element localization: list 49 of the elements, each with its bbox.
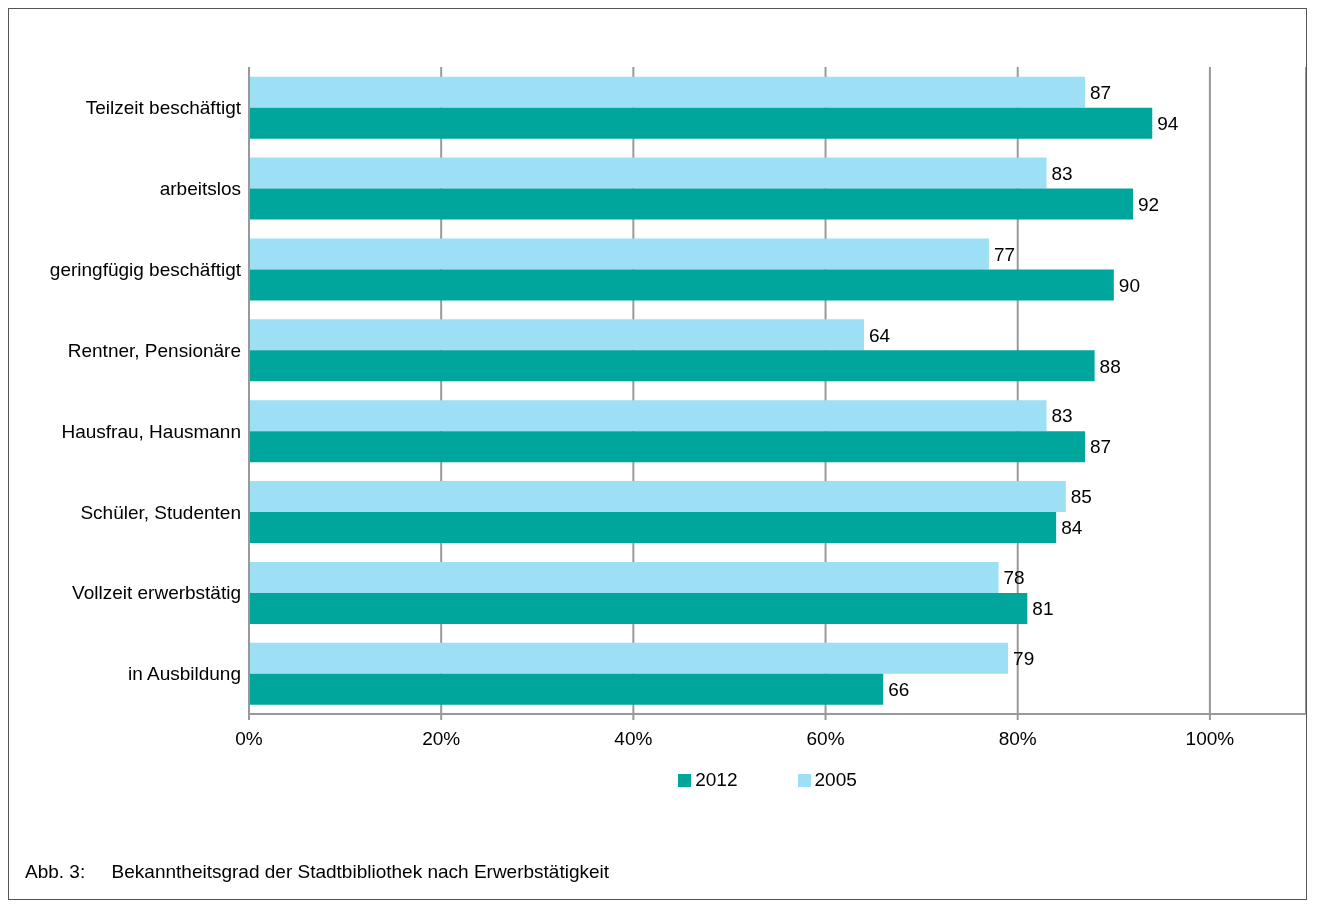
y-tick-label: Rentner, Pensionäre [67, 339, 241, 361]
bar [249, 319, 864, 351]
data-label: 79 [1013, 648, 1035, 670]
bar [249, 481, 1066, 513]
data-label: 88 [1099, 355, 1121, 377]
y-tick-label: in Ausbildung [127, 663, 241, 685]
x-tick-label: 100% [1185, 728, 1235, 750]
y-tick-label: Hausfrau, Hausmann [61, 420, 241, 442]
bar [249, 431, 1085, 463]
data-label: 81 [1032, 598, 1054, 620]
data-label: 64 [868, 324, 891, 346]
bar [249, 561, 999, 593]
x-tick-label: 40% [614, 728, 653, 750]
data-label: 84 [1061, 517, 1083, 539]
y-tick-label: arbeitslos [159, 178, 241, 200]
data-label: 85 [1070, 486, 1092, 508]
bar [249, 269, 1114, 301]
bar [249, 350, 1095, 382]
bar [249, 238, 989, 270]
bar [249, 76, 1085, 108]
legend-label: 2012 [695, 769, 738, 791]
y-tick-label: Teilzeit beschäftigt [85, 97, 242, 119]
y-tick-label: Schüler, Studenten [80, 501, 241, 523]
bar [249, 188, 1134, 220]
bar [249, 592, 1028, 624]
bar [249, 107, 1153, 139]
data-label: 87 [1089, 81, 1112, 103]
data-label: 94 [1157, 112, 1179, 134]
bar [249, 157, 1047, 189]
y-tick-label: geringfügig beschäftigt [49, 258, 242, 280]
data-label: 87 [1089, 436, 1112, 458]
bar [249, 673, 884, 705]
data-label: 83 [1051, 162, 1073, 184]
data-label: 83 [1051, 405, 1073, 427]
caption: Abb. 3: Bekanntheitsgrad der Stadtbibliothek nach Erwerbstätigkeit [25, 861, 610, 883]
data-label: 77 [993, 243, 1016, 265]
bar [249, 642, 1009, 674]
data-label: 66 [888, 679, 910, 701]
bar [249, 512, 1057, 544]
legend-label: 2005 [814, 769, 857, 791]
y-tick-label: Vollzeit erwerbstätig [72, 582, 241, 604]
x-tick-label: 20% [422, 728, 461, 750]
data-label: 78 [1003, 567, 1025, 589]
x-tick-label: 60% [806, 728, 845, 750]
bar [249, 400, 1047, 432]
data-label: 92 [1138, 193, 1160, 215]
data-label: 90 [1118, 274, 1140, 296]
x-tick-label: 80% [998, 728, 1037, 750]
x-tick-label: 0% [235, 728, 263, 750]
